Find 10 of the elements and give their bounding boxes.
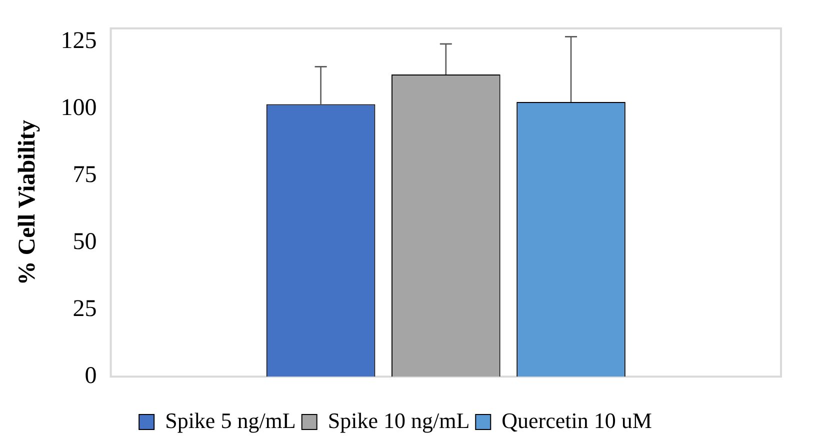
y-tick-label: 125	[60, 28, 97, 54]
y-axis-title: % Cell Viability	[14, 120, 41, 286]
y-tick-label: 0	[84, 362, 97, 389]
legend-label: Spike 5 ng/mL	[165, 408, 296, 433]
y-tick-label: 75	[72, 162, 97, 188]
legend-label: Spike 10 ng/mL	[328, 408, 470, 433]
y-tick-label: 100	[60, 95, 97, 122]
y-tick-label: 50	[72, 228, 97, 255]
legend-label: Quercetin 10 uM	[502, 408, 652, 433]
y-tick-label: 25	[72, 296, 97, 322]
